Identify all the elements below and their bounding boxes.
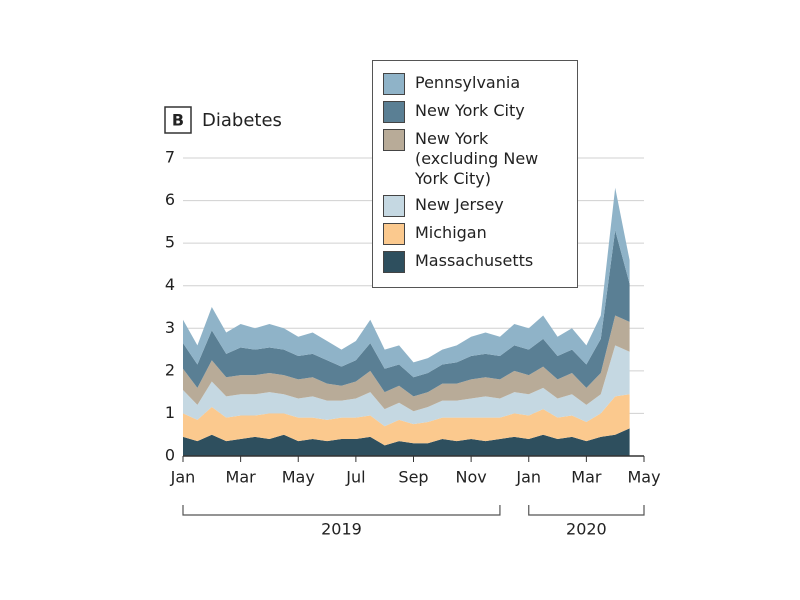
legend: Pennsylvania New York City New York (exclu… xyxy=(372,60,578,288)
chart-title: Diabetes xyxy=(202,110,282,131)
legend-label: Michigan xyxy=(415,223,487,242)
legend-swatch xyxy=(383,195,405,217)
year-bracket xyxy=(182,505,501,516)
x-tick-label: Mar xyxy=(226,468,257,487)
year-label: 2020 xyxy=(566,520,607,539)
legend-item: Pennsylvania xyxy=(383,73,567,95)
year-label: 2019 xyxy=(321,520,362,539)
y-tick-label: 6 xyxy=(165,190,175,209)
area xyxy=(183,345,630,427)
legend-swatch xyxy=(383,129,405,151)
y-tick-label: 0 xyxy=(165,446,175,465)
legend-item: New York City xyxy=(383,101,567,123)
area xyxy=(183,394,630,446)
legend-item: New York (excluding New York City) xyxy=(383,129,567,189)
area xyxy=(183,315,630,412)
legend-swatch xyxy=(383,223,405,245)
panel-label: B xyxy=(172,111,184,130)
legend-swatch xyxy=(383,73,405,95)
area xyxy=(183,428,630,456)
legend-label: Pennsylvania xyxy=(415,73,521,92)
y-tick-label: 4 xyxy=(165,275,175,294)
y-tick-label: 3 xyxy=(165,318,175,337)
legend-item: Michigan xyxy=(383,223,567,245)
x-tick-label: May xyxy=(627,468,660,487)
x-tick-label: Sep xyxy=(398,468,428,487)
legend-item: Massachusetts xyxy=(383,251,567,273)
y-tick-label: 5 xyxy=(165,233,175,252)
y-tick-label: 1 xyxy=(165,403,175,422)
legend-label: Massachusetts xyxy=(415,251,534,270)
x-tick-label: Jan xyxy=(170,468,196,487)
panel-label-box xyxy=(164,106,192,134)
legend-item: New Jersey xyxy=(383,195,567,217)
legend-label: New Jersey xyxy=(415,195,504,214)
x-tick-label: Jul xyxy=(345,468,365,487)
x-tick-label: May xyxy=(282,468,315,487)
legend-label: New York City xyxy=(415,101,525,120)
legend-swatch xyxy=(383,101,405,123)
year-bracket xyxy=(528,505,645,516)
legend-swatch xyxy=(383,251,405,273)
y-tick-label: 7 xyxy=(165,148,175,167)
area xyxy=(183,230,630,397)
y-tick-label: 2 xyxy=(165,360,175,379)
x-tick-label: Jan xyxy=(515,468,541,487)
x-tick-label: Mar xyxy=(571,468,602,487)
legend-label: New York (excluding New York City) xyxy=(415,129,539,188)
area xyxy=(183,187,630,378)
x-tick-label: Nov xyxy=(456,468,487,487)
